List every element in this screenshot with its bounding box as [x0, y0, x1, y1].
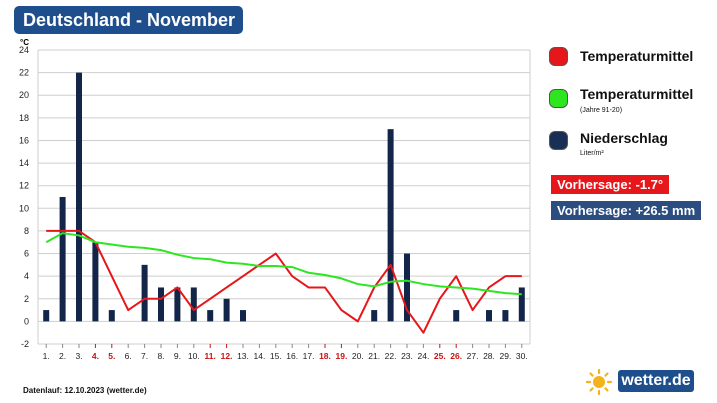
logo-text: wetter.de [618, 370, 694, 392]
precipitation-bars [43, 72, 525, 322]
precip-bar [240, 310, 246, 322]
x-tick-label: 5. [108, 351, 115, 361]
x-tick-label: 11. [205, 351, 216, 361]
precip-bar [207, 310, 214, 322]
legend-label: Temperaturmittel [580, 86, 694, 102]
x-tick-label: 7. [141, 351, 148, 361]
x-tick-label: 18. [319, 351, 331, 361]
x-tick-label: 25. [434, 351, 446, 361]
legend-sublabel: Liter/m² [580, 150, 604, 157]
x-tick-label: 23. [401, 351, 413, 361]
precip-bar [141, 264, 148, 322]
x-tick-label: 22. [385, 351, 397, 361]
precip-bar [108, 310, 115, 322]
x-tick-label: 10. [188, 351, 200, 361]
y-tick-label: 6 [24, 249, 29, 259]
x-tick-label: 27. [467, 351, 479, 361]
x-tick-label: 19. [335, 351, 347, 361]
x-tick-label: 29. [499, 351, 511, 361]
y-tick-label: 0 [24, 316, 29, 326]
x-axis-ticks: 1. 2. 3. 4. 5. 6. 7. 8. 9. 10. 11. 12. 13. 14. 15. 16. 1… [43, 344, 528, 361]
legend-label: Niederschlag [580, 130, 668, 146]
x-tick-label: 13. [237, 351, 249, 361]
precip-bar [502, 310, 509, 322]
precip-bar [59, 197, 66, 322]
precip-bar [518, 287, 525, 322]
legend-red-dot [549, 47, 568, 66]
y-tick-label: 14 [19, 158, 29, 168]
y-tick-label: 22 [19, 68, 29, 78]
y-tick-label: 8 [24, 226, 29, 236]
precip-bar [174, 287, 181, 322]
series-line [46, 229, 522, 334]
x-tick-label: 2. [59, 351, 66, 361]
x-tick-label: 15. [270, 351, 282, 361]
sun-icon [586, 369, 613, 395]
data-run-footer: Datenlauf: 12.10.2023 (wetter.de) [23, 386, 147, 395]
x-tick-label: 16. [286, 351, 298, 361]
y-axis-unit: °C [20, 38, 29, 47]
x-tick-label: 1. [43, 351, 50, 361]
x-tick-label: 26. [450, 351, 462, 361]
wetter-logo[interactable]: wetter.de [584, 369, 696, 395]
legend-green-dot [549, 89, 568, 108]
precip-bar [404, 253, 410, 322]
precip-bar [43, 310, 50, 322]
x-tick-label: 24. [417, 351, 429, 361]
x-tick-label: 17. [303, 351, 315, 361]
chart-grid [37, 49, 531, 345]
x-tick-label: 8. [157, 351, 164, 361]
y-tick-label: 10 [19, 203, 29, 213]
precip-bar [223, 298, 230, 322]
forecast-precip-badge: Vorhersage: +26.5 mm [551, 201, 702, 220]
y-tick-label: 12 [19, 181, 29, 191]
x-tick-label: 21. [368, 351, 380, 361]
forecast-temp-badge: Vorhersage: -1.7° [551, 175, 670, 194]
precip-bar [76, 72, 82, 322]
y-tick-label: -2 [21, 339, 29, 349]
precip-bar [92, 242, 99, 322]
precip-bar [190, 287, 197, 322]
precip-bar [387, 129, 394, 322]
y-tick-label: 16 [19, 135, 29, 145]
x-tick-label: 9. [174, 351, 181, 361]
x-tick-label: 28. [483, 351, 495, 361]
x-tick-label: 3. [75, 351, 82, 361]
legend-label: Temperaturmittel [580, 48, 694, 64]
x-tick-label: 6. [125, 351, 132, 361]
y-tick-label: 2 [24, 294, 29, 304]
precip-bar [486, 310, 492, 322]
precip-bar [371, 310, 378, 322]
x-tick-label: 30. [516, 351, 528, 361]
legend-sublabel: (Jahre 91-20) [580, 107, 623, 114]
x-tick-label: 14. [253, 351, 265, 361]
precip-bar [453, 310, 460, 322]
page-title: Deutschland - November [14, 6, 243, 34]
y-tick-label: 24 [19, 45, 29, 55]
x-tick-label: 12. [221, 351, 233, 361]
y-tick-label: 4 [24, 271, 29, 281]
x-tick-label: 20. [352, 351, 364, 361]
precip-bar [158, 287, 164, 322]
series-line [45, 232, 522, 296]
y-tick-label: 20 [19, 90, 29, 100]
temperature-lines [45, 229, 522, 334]
y-tick-label: 18 [19, 113, 29, 123]
x-tick-label: 4. [92, 351, 99, 361]
legend-blue-dot [549, 131, 568, 150]
